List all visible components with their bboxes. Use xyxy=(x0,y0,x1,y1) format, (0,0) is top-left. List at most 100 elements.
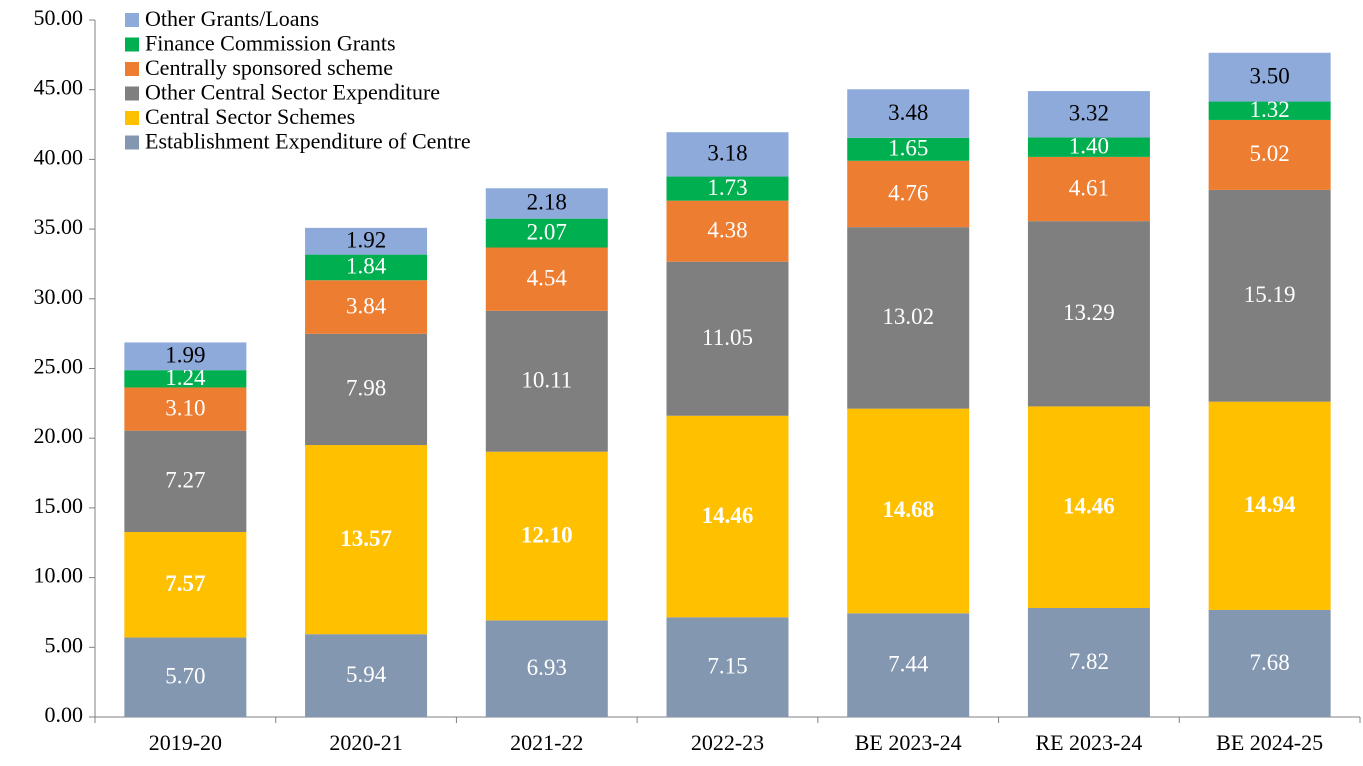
bar-segment xyxy=(485,247,608,311)
data-label: 14.94 xyxy=(1244,492,1296,517)
bar-segment xyxy=(124,387,247,431)
bar-segment xyxy=(485,218,608,248)
y-tick-label: 30.00 xyxy=(34,284,84,309)
x-tick-label: BE 2023-24 xyxy=(855,730,962,755)
legend-label: Finance Commission Grants xyxy=(145,31,396,56)
data-label: 2.07 xyxy=(527,219,567,244)
data-label: 14.46 xyxy=(1063,493,1115,518)
x-tick-label: 2020-21 xyxy=(329,730,402,755)
bar-segment xyxy=(124,532,247,638)
bar-segment xyxy=(1027,607,1150,717)
y-tick-label: 10.00 xyxy=(34,563,84,588)
data-label: 2.18 xyxy=(527,190,567,215)
bar-segment xyxy=(305,254,428,281)
data-label: 7.68 xyxy=(1250,650,1290,675)
data-label: 3.48 xyxy=(888,100,928,125)
data-label: 4.61 xyxy=(1069,175,1109,200)
data-label: 13.57 xyxy=(340,526,392,551)
data-label: 5.94 xyxy=(346,662,387,687)
legend-label: Central Sector Schemes xyxy=(145,104,355,129)
bar-segment xyxy=(1208,609,1331,717)
y-tick-label: 0.00 xyxy=(45,702,84,727)
bar-segment xyxy=(305,445,428,635)
data-label: 13.02 xyxy=(882,304,934,329)
data-label: 4.76 xyxy=(888,180,928,205)
bar-segment xyxy=(1027,137,1150,157)
data-label: 7.44 xyxy=(888,651,929,676)
bar-segment xyxy=(847,89,970,138)
y-tick-label: 35.00 xyxy=(34,214,84,239)
x-tick-label: RE 2023-24 xyxy=(1035,730,1142,755)
x-tick-label: 2021-22 xyxy=(510,730,583,755)
bar-segment xyxy=(1027,221,1150,407)
bar-segment xyxy=(1027,91,1150,138)
data-label: 3.10 xyxy=(165,395,205,420)
bar-segment xyxy=(666,261,789,416)
bar-segment xyxy=(1027,156,1150,222)
data-label: 14.46 xyxy=(702,503,754,528)
bar-segment xyxy=(666,200,789,262)
y-tick-label: 5.00 xyxy=(45,632,84,657)
bar-segment xyxy=(666,617,789,717)
bar-segment xyxy=(847,408,970,614)
bar-segment xyxy=(1027,406,1150,608)
bar-segment xyxy=(485,620,608,717)
y-tick-label: 20.00 xyxy=(34,423,84,448)
legend-label: Establishment Expenditure of Centre xyxy=(145,129,471,154)
bar-segment xyxy=(847,613,970,717)
bar-segment xyxy=(485,310,608,452)
bar-segment xyxy=(305,634,428,717)
bar-segment xyxy=(1208,189,1331,402)
bar-segment xyxy=(485,451,608,621)
data-label: 7.82 xyxy=(1069,649,1109,674)
data-label: 14.68 xyxy=(882,497,934,522)
data-label: 6.93 xyxy=(527,655,567,680)
data-label: 15.19 xyxy=(1244,282,1296,307)
data-label: 1.65 xyxy=(888,136,928,161)
bar-segment xyxy=(305,333,428,446)
x-tick-label: 2022-23 xyxy=(691,730,764,755)
data-label: 10.11 xyxy=(521,368,572,393)
bar-segment xyxy=(124,637,247,717)
legend-label: Centrally sponsored scheme xyxy=(145,55,393,80)
bar-segment xyxy=(847,227,970,409)
legend-label: Other Grants/Loans xyxy=(145,6,319,31)
data-label: 3.50 xyxy=(1250,63,1290,88)
data-label: 12.10 xyxy=(521,522,573,547)
y-tick-label: 50.00 xyxy=(34,5,84,30)
legend-label: Other Central Sector Expenditure xyxy=(145,80,440,105)
bar-segment xyxy=(1208,401,1331,610)
bar-segment xyxy=(1208,101,1331,120)
bar-segment xyxy=(305,227,428,255)
data-label: 5.70 xyxy=(165,664,205,689)
bar-segment xyxy=(847,160,970,228)
data-label: 7.57 xyxy=(165,571,205,596)
y-tick-label: 15.00 xyxy=(34,493,84,518)
data-label: 1.73 xyxy=(707,175,747,200)
bar-segment xyxy=(124,370,247,388)
bar-segment xyxy=(1208,119,1331,190)
data-label: 1.92 xyxy=(346,228,386,253)
data-label: 3.84 xyxy=(346,293,387,318)
bar-segment xyxy=(847,137,970,161)
data-label: 4.38 xyxy=(707,217,747,242)
data-label: 1.84 xyxy=(346,254,387,279)
y-tick-label: 40.00 xyxy=(34,144,84,169)
legend-marker xyxy=(125,111,139,125)
data-label: 7.15 xyxy=(707,653,747,678)
data-label: 5.02 xyxy=(1250,141,1290,166)
data-label: 3.18 xyxy=(707,141,747,166)
data-label: 3.32 xyxy=(1069,101,1109,126)
bar-segment xyxy=(666,415,789,618)
bar-segment xyxy=(1208,52,1331,102)
x-tick-label: 2019-20 xyxy=(149,730,222,755)
bar-segment xyxy=(305,280,428,334)
data-label: 4.54 xyxy=(527,265,568,290)
data-label: 13.29 xyxy=(1063,300,1115,325)
data-label: 11.05 xyxy=(702,325,753,350)
bar-segment xyxy=(124,430,247,533)
legend-marker xyxy=(125,37,139,52)
legend-marker xyxy=(125,62,139,76)
data-label: 7.98 xyxy=(346,376,386,401)
